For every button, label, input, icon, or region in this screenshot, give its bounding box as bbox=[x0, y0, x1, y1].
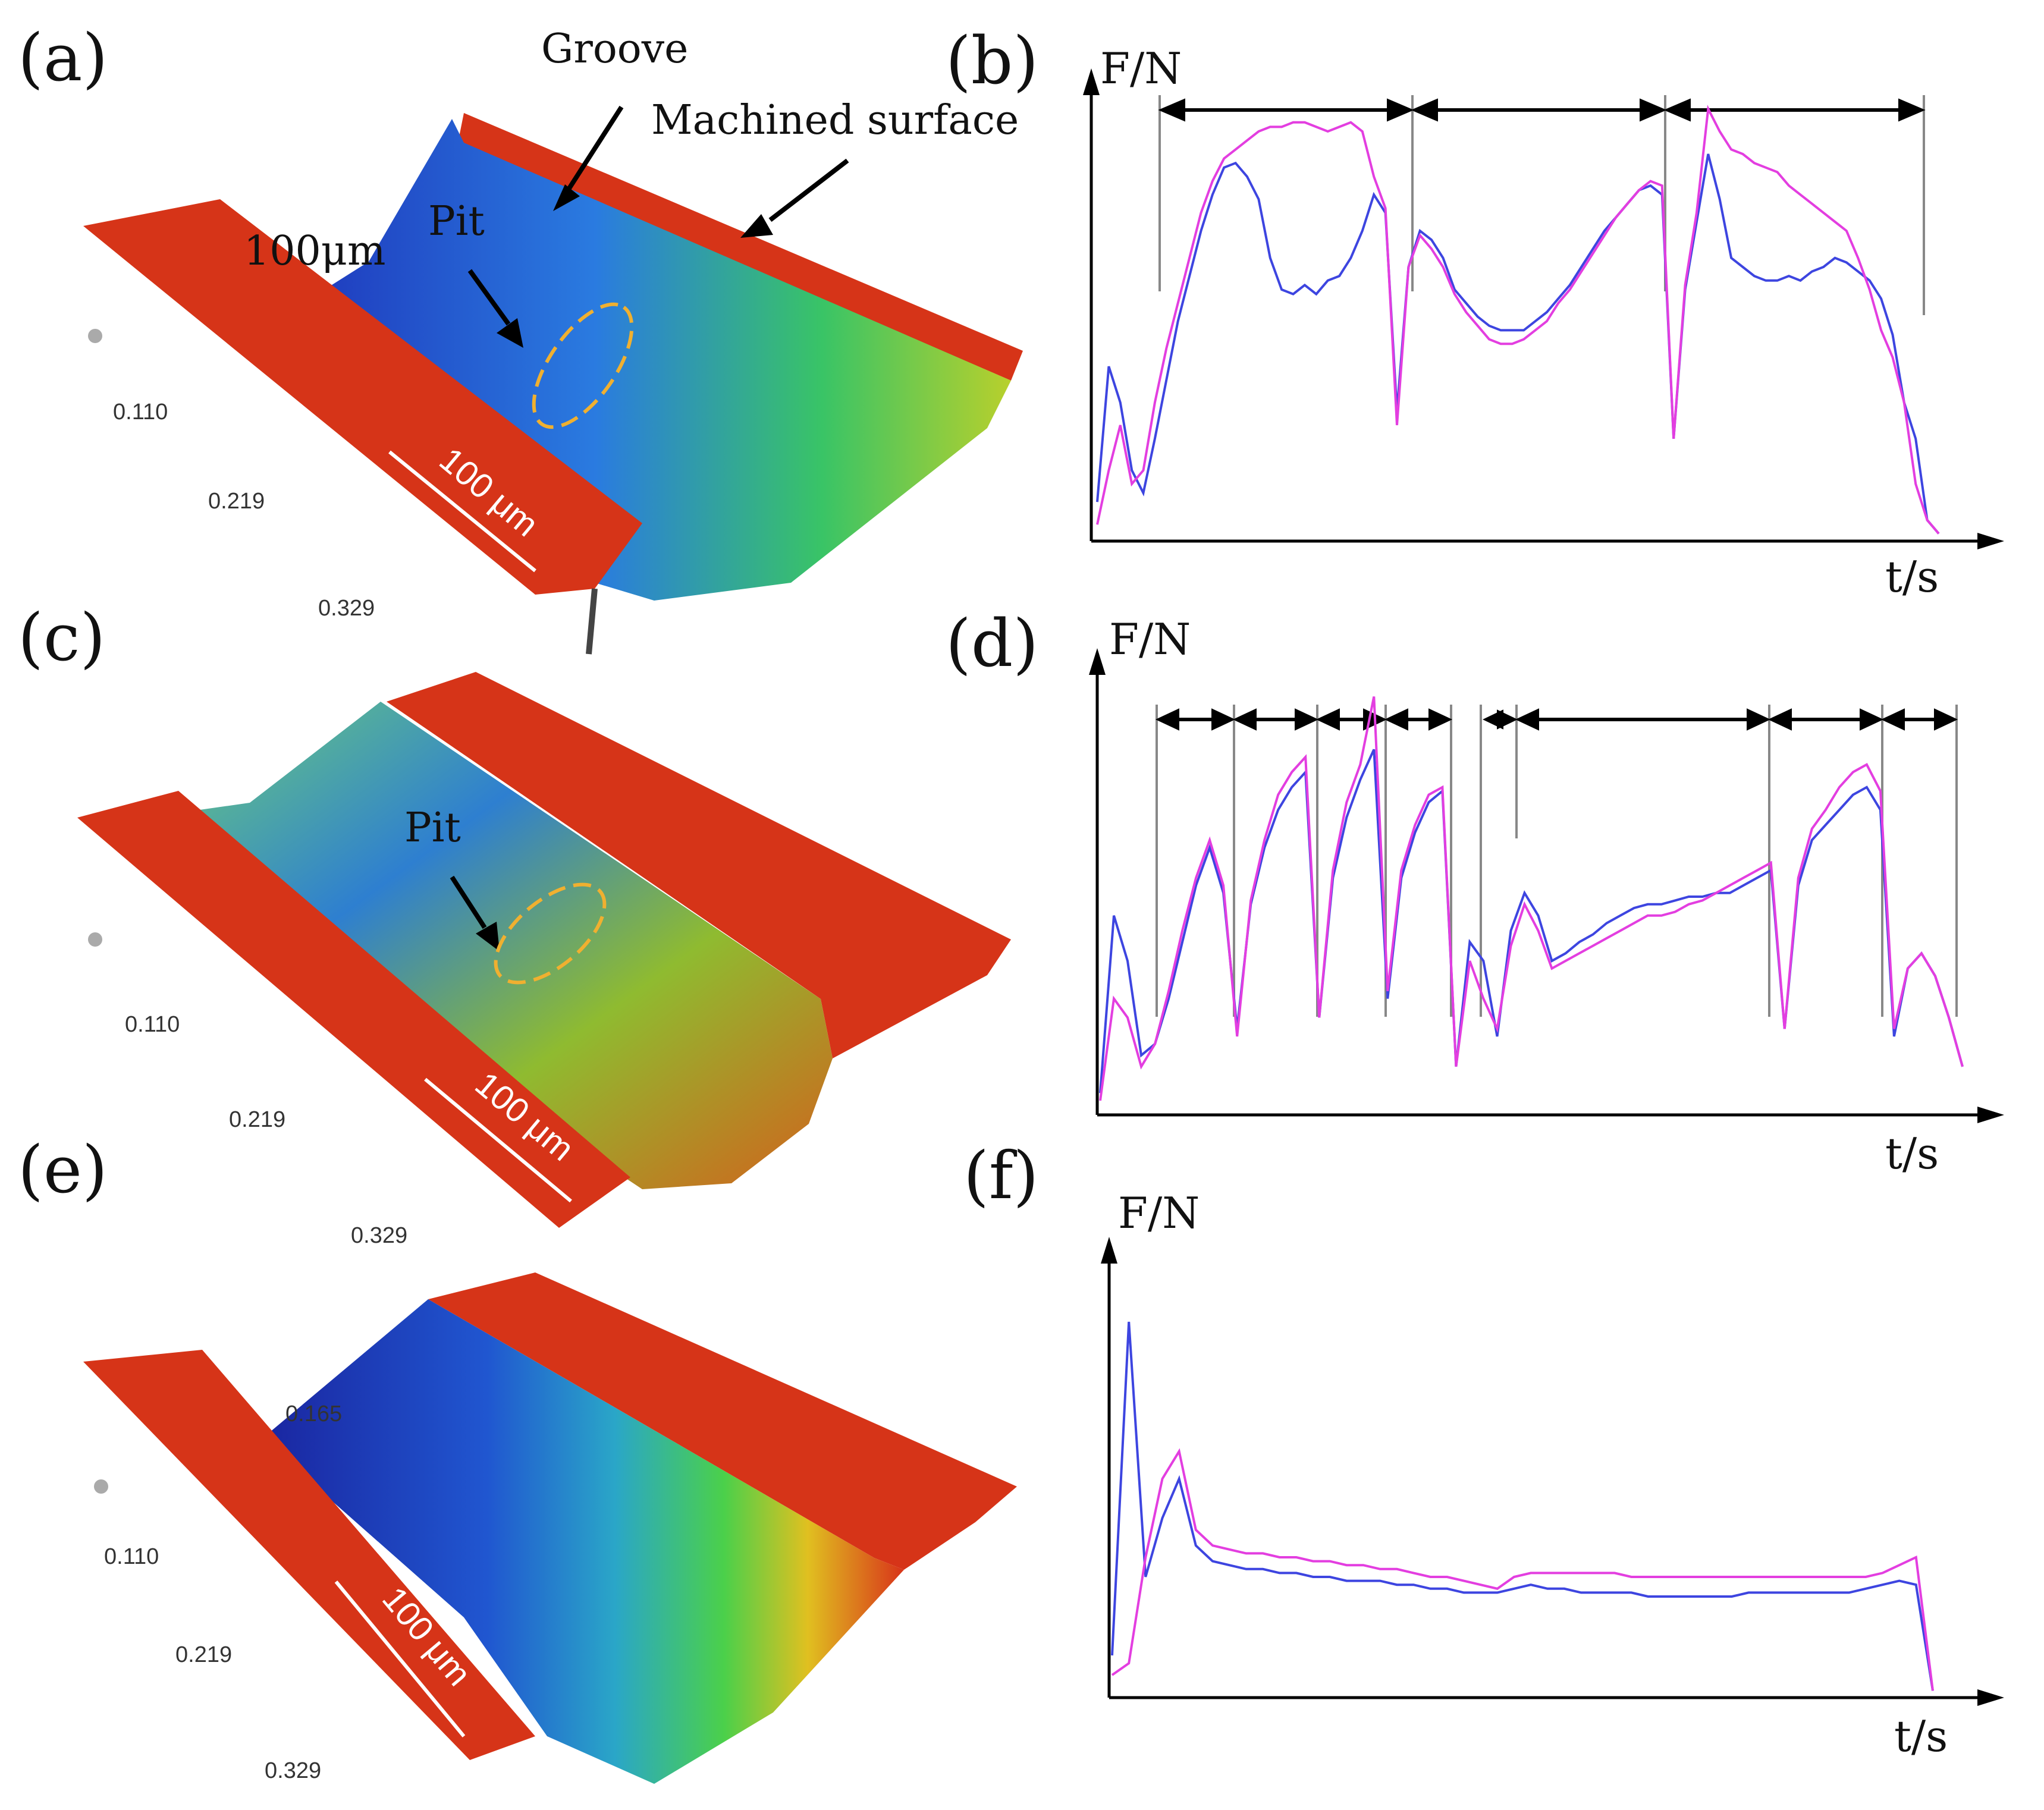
panel-c-pit-label: Pit bbox=[404, 805, 461, 851]
panel-d-phase-arrows bbox=[1155, 708, 1958, 731]
panel-c-label: (c) bbox=[18, 599, 105, 675]
panel-b-xlabel: t/s bbox=[1885, 552, 1939, 602]
panel-a-tick-2: 0.219 bbox=[208, 489, 265, 514]
panel-e-label: (e) bbox=[18, 1132, 108, 1208]
panel-f-x-arrowhead bbox=[1977, 1689, 2004, 1706]
panel-d-ylabel: F/N bbox=[1109, 614, 1191, 664]
panel-b-markers bbox=[1158, 95, 1925, 315]
panel-d-x-arrowhead bbox=[1977, 1107, 2004, 1123]
panel-e-near-surface bbox=[83, 1350, 535, 1760]
scale-bar-e bbox=[334, 1580, 466, 1737]
scale-bar-a bbox=[388, 450, 536, 573]
panel-b-x-arrowhead bbox=[1977, 533, 2004, 549]
panel-c-tick-1: 0.110 bbox=[125, 1012, 180, 1037]
panel-a-dot bbox=[88, 329, 102, 343]
panel-d-blue-series bbox=[1099, 749, 1964, 1093]
panel-f-magenta-series bbox=[1111, 1448, 1934, 1691]
panel-a-tick-3: 0.329 bbox=[318, 596, 375, 621]
panel-a: (a) Groove Machined surface 100μm Pit 10… bbox=[18, 20, 1023, 655]
pit-arrowhead-c bbox=[476, 922, 500, 951]
panel-f: (f) F/N t/s bbox=[963, 1137, 2004, 1761]
panel-f-y-arrowhead bbox=[1101, 1237, 1117, 1264]
panel-e-tick-3: 0.329 bbox=[265, 1758, 321, 1783]
groove-label: Groove bbox=[541, 26, 688, 73]
scale-bar-c bbox=[424, 1077, 572, 1203]
panel-f-ylabel: F/N bbox=[1118, 1188, 1200, 1238]
pit-arrow-c bbox=[450, 875, 487, 929]
panel-d-xlabel: t/s bbox=[1885, 1129, 1939, 1179]
panel-e-dot bbox=[94, 1479, 108, 1494]
panel-a-spike bbox=[586, 588, 598, 655]
panel-a-label: (a) bbox=[18, 20, 108, 96]
panel-d: (d) F/N t/s bbox=[946, 605, 2004, 1179]
panel-a-pit-label: Pit bbox=[428, 198, 485, 245]
panel-e-tick-2: 0.219 bbox=[175, 1642, 232, 1667]
panel-b-label: (b) bbox=[946, 23, 1038, 99]
pit-ellipse-c bbox=[494, 882, 607, 985]
panel-a-ghost-text: 100μm bbox=[244, 228, 385, 275]
machined-arrow bbox=[768, 158, 849, 222]
pit-arrowhead-a bbox=[497, 318, 523, 348]
panel-e-groove bbox=[262, 1299, 904, 1784]
panel-f-xlabel: t/s bbox=[1894, 1711, 1948, 1761]
panel-f-blue-series bbox=[1111, 1321, 1934, 1691]
panel-b-blue-series bbox=[1096, 153, 1940, 535]
panel-e-tick-1: 0.110 bbox=[104, 1544, 159, 1569]
panel-b-y-arrowhead bbox=[1083, 68, 1100, 95]
panel-e-tick-0: 0.165 bbox=[285, 1402, 342, 1426]
panel-c-far-surface bbox=[387, 672, 1011, 1058]
machined-arrowhead bbox=[740, 214, 773, 238]
panel-a-tick-1: 0.110 bbox=[113, 400, 168, 425]
panel-b: (b) F/N t/s bbox=[946, 23, 2004, 602]
panel-a-near-surface bbox=[83, 199, 642, 595]
panel-d-markers bbox=[1156, 705, 1958, 1017]
panel-c-near-surface bbox=[77, 791, 630, 1228]
panel-b-magenta-series bbox=[1096, 105, 1940, 535]
pit-ellipse-a bbox=[532, 302, 634, 429]
panel-d-y-arrowhead bbox=[1089, 648, 1106, 675]
panel-e-far-surface bbox=[428, 1272, 1017, 1570]
panel-b-phase-arrows bbox=[1158, 98, 1926, 122]
panel-c-tick-3: 0.329 bbox=[351, 1223, 407, 1248]
panel-d-label: (d) bbox=[946, 605, 1038, 681]
panel-e: (e) 100 μm 0.165 0.110 0.219 0.329 bbox=[18, 1132, 1017, 1784]
panel-d-magenta-series bbox=[1099, 696, 1964, 1101]
panel-a-far-surface bbox=[458, 113, 1023, 381]
panel-c-tick-2: 0.219 bbox=[229, 1107, 285, 1132]
groove-arrowhead bbox=[553, 184, 580, 211]
groove-arrow bbox=[566, 105, 624, 192]
machined-surface-label: Machined surface bbox=[651, 97, 1019, 144]
panel-f-label: (f) bbox=[963, 1137, 1039, 1214]
panel-c-dot bbox=[88, 932, 102, 947]
panel-b-ylabel: F/N bbox=[1100, 43, 1182, 93]
panel-c: (c) Pit 100 μm 0.110 0.219 0.329 bbox=[18, 599, 1011, 1248]
pit-arrow-a bbox=[467, 269, 511, 326]
